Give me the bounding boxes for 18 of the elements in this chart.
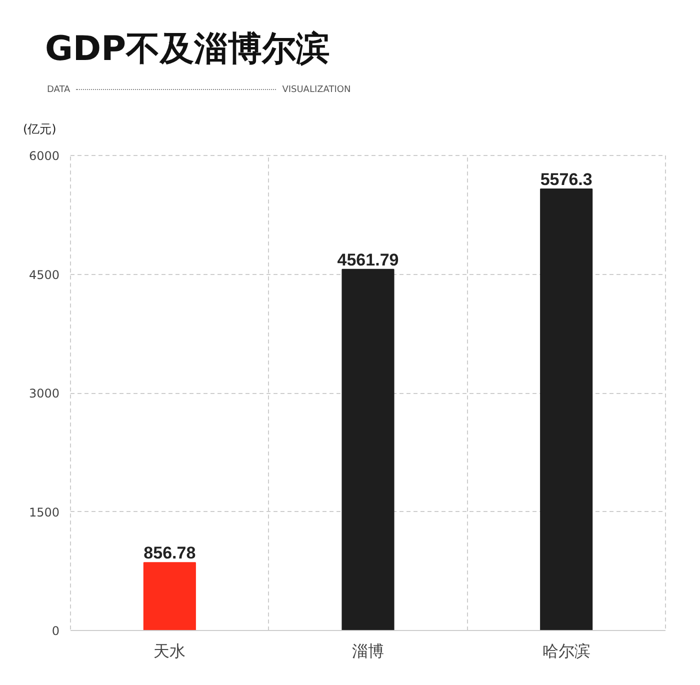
data-label: 5576.3 (540, 170, 592, 190)
data-label: 856.78 (144, 544, 196, 563)
y-tick-label: 0 (52, 624, 60, 638)
bar (540, 188, 593, 630)
text: DATA (47, 84, 70, 96)
y-tick-label: 4500 (28, 268, 60, 282)
y-axis-title: (亿元) (23, 121, 58, 138)
bar (342, 268, 394, 630)
data-label: 4561.79 (337, 250, 399, 270)
text: VISUALIZATION (282, 84, 351, 96)
x-tick-label: 淄博 (352, 642, 384, 660)
x-tick-label: 天水 (154, 642, 186, 660)
bar (143, 562, 196, 630)
y-tick-label: 1500 (28, 505, 60, 520)
y-tick-label: 3000 (28, 386, 60, 400)
x-tick-label: 哈尔滨 (542, 642, 590, 660)
chart-title: GDP不及淄博尔滨 (45, 28, 332, 71)
y-tick-label: 6000 (28, 149, 60, 163)
